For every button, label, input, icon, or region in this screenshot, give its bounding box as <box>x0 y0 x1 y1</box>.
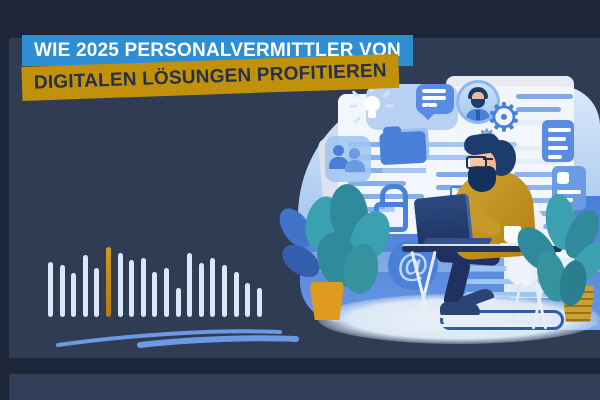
desk <box>402 244 562 252</box>
text-line <box>348 194 425 199</box>
text-line <box>548 128 571 132</box>
waveform-bar <box>71 273 77 317</box>
text-line <box>382 155 487 160</box>
person-beard <box>468 166 496 192</box>
glasses-arm <box>483 158 493 160</box>
waveform-bar <box>163 268 169 317</box>
waveform-bar <box>140 258 146 317</box>
waveform-bar <box>82 255 88 317</box>
text-line <box>548 146 569 150</box>
waveform <box>48 245 268 317</box>
text-line <box>516 107 561 112</box>
profile-avatar <box>456 80 500 124</box>
mug-saucer <box>500 243 526 246</box>
text-lines <box>372 134 522 173</box>
gear-icon: ⚙ <box>486 95 522 141</box>
desk-crossbar <box>428 324 552 327</box>
waveform-bar <box>233 272 239 317</box>
waveform-bar <box>210 258 216 317</box>
shoe <box>440 302 480 318</box>
text-line <box>382 168 465 173</box>
waveform-bar <box>59 265 65 317</box>
waveform-bar <box>152 272 158 317</box>
text-line <box>516 94 573 99</box>
text-line <box>382 142 517 147</box>
text-line <box>436 185 464 190</box>
waveform-bar <box>198 263 204 317</box>
text-line <box>514 198 566 203</box>
folder-icon <box>379 130 427 166</box>
text-line <box>548 137 566 141</box>
lightbulb-icon <box>349 84 394 130</box>
chair-sled-base <box>440 310 564 330</box>
text-line <box>348 207 396 212</box>
waveform-bar-highlight <box>105 247 111 317</box>
text-line <box>548 155 562 159</box>
bottom-strip <box>9 374 600 400</box>
text-line <box>465 292 552 297</box>
glasses-icon <box>466 156 487 169</box>
plant-pot <box>310 282 344 320</box>
waveform-bar <box>245 283 251 317</box>
waveform-bar <box>94 268 100 317</box>
waveform-bar <box>129 260 135 317</box>
waveform-bar <box>117 253 123 317</box>
waveform-bar <box>187 253 193 317</box>
text-line <box>436 172 473 177</box>
waveform-bar <box>256 288 262 317</box>
text-line <box>514 185 559 190</box>
text-line <box>465 279 540 284</box>
waveform-bar <box>221 265 227 317</box>
swoosh-underline <box>56 329 299 348</box>
waveform-bar <box>48 262 53 317</box>
chat-bubble-icon <box>416 84 454 114</box>
text-line <box>514 172 571 177</box>
waveform-bar <box>175 288 181 317</box>
document-icon <box>542 120 574 162</box>
text-line <box>348 181 407 186</box>
avatar-photo <box>459 83 497 121</box>
team-users-icon <box>325 136 371 182</box>
